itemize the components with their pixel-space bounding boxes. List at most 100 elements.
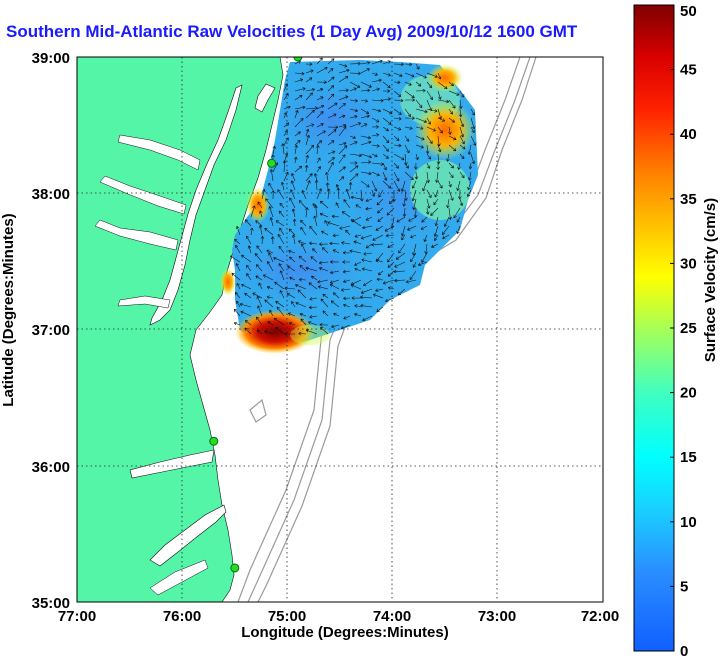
velocity-vector [402,198,406,207]
velocity-vector [382,171,388,181]
velocity-vector [289,197,296,209]
velocity-vector [393,72,403,78]
velocity-vector [415,117,427,123]
velocity-vector [385,233,395,238]
velocity-vector [393,162,399,169]
velocity-vector [433,225,439,237]
velocity-vector [361,258,373,263]
velocity-vector [448,144,457,152]
velocity-vector [470,117,476,130]
velocity-vector [231,272,241,281]
velocity-vector [331,324,340,329]
velocity-vector [415,81,422,87]
velocity-vector [283,129,288,137]
velocity-vector [327,102,338,110]
velocity-vector [394,278,406,283]
velocity-vector [332,249,340,254]
velocity-vector [322,293,329,299]
velocity-vector [233,321,241,326]
velocity-vector [459,153,465,160]
velocity-vector [300,243,307,254]
velocity-vector [329,283,340,290]
velocity-vector [360,303,373,308]
velocity-vector [448,99,456,109]
velocity-vector [338,166,346,173]
colorbar-tick-label: 0 [680,643,688,659]
velocity-vector [376,306,384,313]
velocity-vector [382,72,391,77]
velocity-vector [256,329,263,335]
velocity-vector [393,135,400,141]
graticule [77,57,603,602]
velocity-vector [261,189,266,200]
velocity-vector [299,265,307,272]
velocity-vector [305,92,313,101]
velocity-vector [437,72,442,80]
velocity-vector [360,123,368,128]
radar-site-marker [293,57,303,62]
velocity-vector [343,315,351,320]
velocity-vector [301,190,307,200]
velocity-vector [259,210,263,218]
velocity-vector [287,312,296,317]
velocity-vector [382,97,391,101]
velocity-vector [456,216,461,223]
velocity-vector [319,323,329,327]
velocity-vector [326,188,331,200]
velocity-vector [382,108,393,115]
velocity-vector [426,189,432,199]
velocity-vector [308,282,318,290]
velocity-vector [255,220,263,227]
velocity-vector [313,173,318,182]
velocity-vector [459,90,465,98]
velocity-vector [448,189,454,201]
velocity-vector [407,225,417,231]
velocity-vector [338,68,350,74]
x-tick-label: 74:00 [373,608,411,625]
velocity-vector [426,135,433,144]
velocity-vector [317,285,329,290]
velocity-vector [268,252,274,263]
velocity-vector [404,90,415,99]
velocity-vector [291,208,296,218]
velocity-vector [309,297,318,301]
velocity-vector [415,99,423,109]
velocity-vector [459,144,466,150]
velocity-vector [321,230,329,236]
velocity-vector [338,88,349,93]
velocity-vector [305,173,313,182]
velocity-vector [402,207,407,217]
velocity-vector [448,171,454,179]
velocity-vector [384,225,395,232]
velocity-vector [260,235,265,245]
velocity-vector [446,198,450,209]
velocity-vector [314,204,318,218]
velocity-vector [467,144,472,155]
velocity-vector [264,227,274,236]
velocity-vector [316,188,322,200]
velocity-vector [254,253,263,263]
colorbar-tick-label: 15 [680,449,697,466]
velocity-vector [262,274,274,281]
x-tick-label: 75:00 [268,608,306,625]
velocity-vector [436,162,440,170]
velocity-vector [393,180,401,192]
velocity-vector [290,189,296,200]
velocity-vector [437,117,446,122]
velocity-vector [360,68,370,74]
velocity-vector [279,270,285,281]
velocity-vector [376,198,384,206]
velocity-vector [360,114,370,119]
velocity-vector [327,125,339,130]
velocity-vector [349,135,356,140]
velocity-vector [340,288,351,292]
velocity-vector [267,261,274,272]
velocity-vector [354,267,362,272]
velocity-vector [458,99,463,109]
velocity-vector [404,162,409,169]
velocity-vector [325,171,329,182]
velocity-vector [459,198,464,206]
velocity-vector [382,162,387,171]
velocity-vector [308,321,318,326]
velocity-vector [316,104,325,110]
